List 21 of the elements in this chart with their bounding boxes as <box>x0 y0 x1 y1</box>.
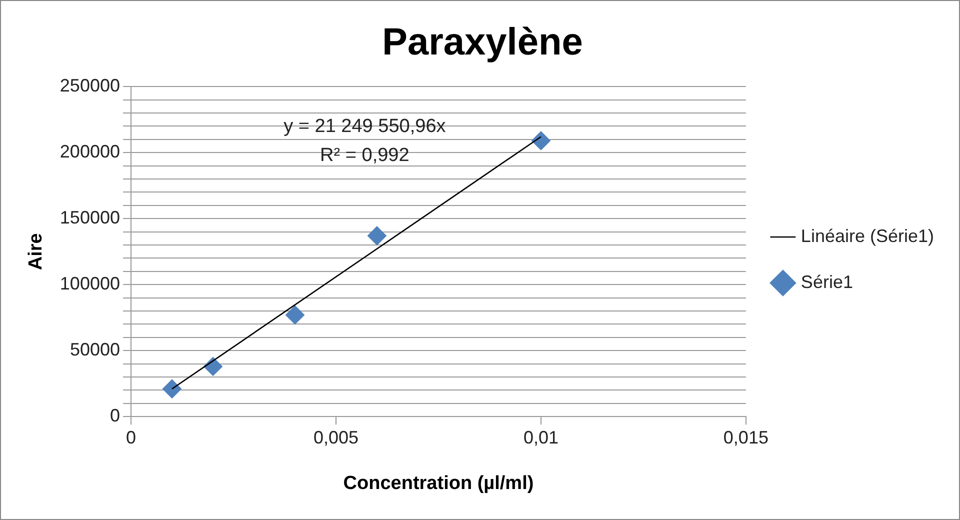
legend-label: Linéaire (Série1) <box>800 226 934 246</box>
x-axis-title: Concentration (µl/ml) <box>343 472 534 494</box>
point <box>285 305 304 324</box>
legend-label: Série1 <box>800 272 853 292</box>
point <box>531 131 550 150</box>
chart-title: Paraxylène <box>382 21 583 64</box>
x-tick-label: 0,01 <box>523 427 558 448</box>
y-tick-label: 250000 <box>60 76 120 96</box>
x-tick-label: 0,005 <box>313 427 358 448</box>
y-axis-title: Aire <box>26 233 47 270</box>
y-tick-label: 200000 <box>60 142 120 162</box>
point <box>367 226 386 246</box>
y-tick-label: 0 <box>110 406 120 426</box>
y-tick-label: 100000 <box>60 274 120 294</box>
y-tick-label: 50000 <box>70 340 120 360</box>
x-tick-label: 0,015 <box>723 427 768 448</box>
annotation: y = 21 249 550,96x <box>284 116 446 137</box>
y-tick-label: 150000 <box>60 208 120 228</box>
point <box>162 379 182 398</box>
x-tick-label: 0 <box>126 427 136 448</box>
annotation: R² = 0,992 <box>320 144 410 166</box>
